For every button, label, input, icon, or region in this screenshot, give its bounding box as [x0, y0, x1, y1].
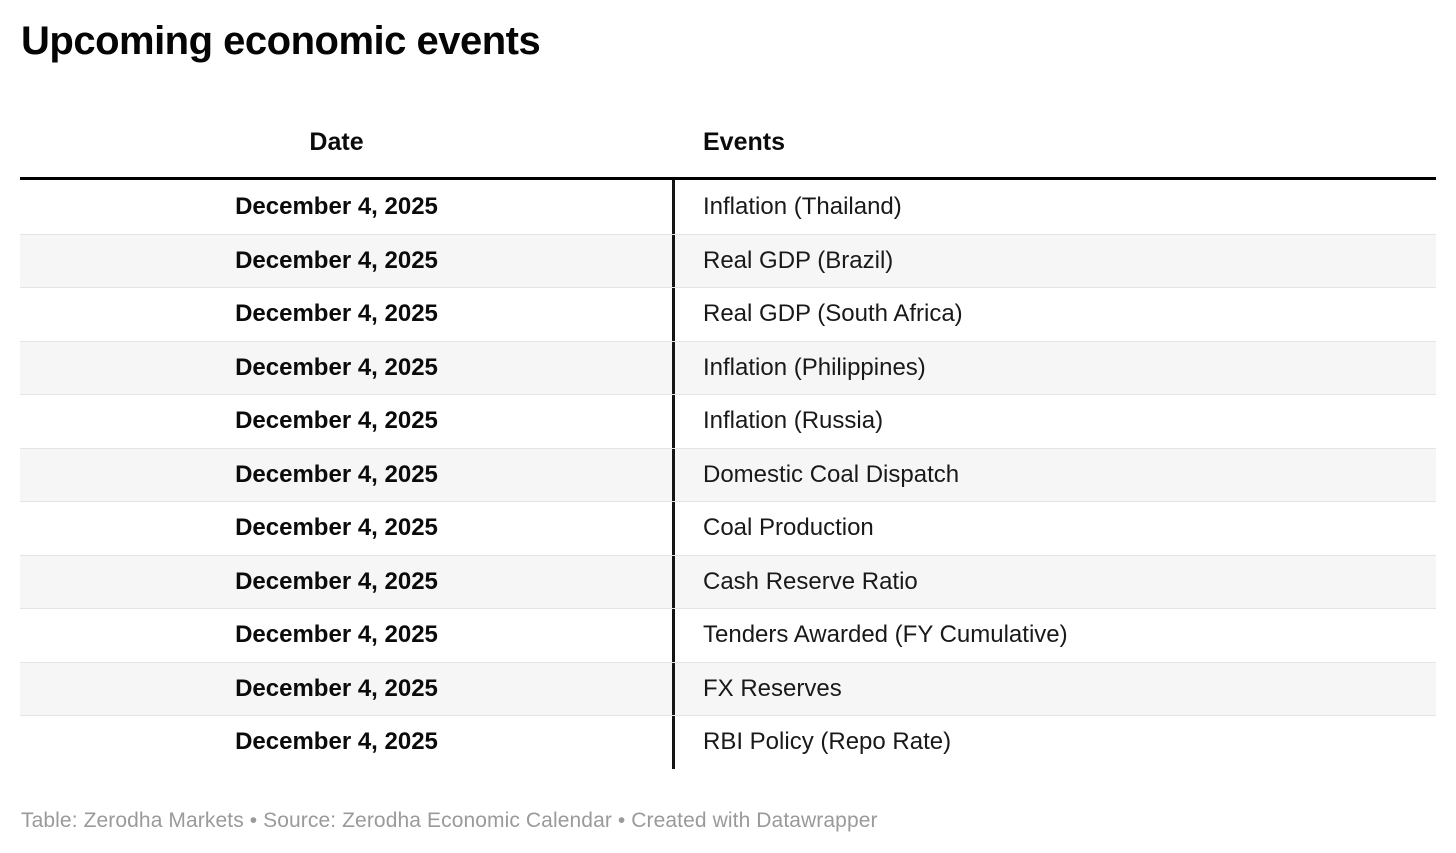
event-cell: FX Reserves [672, 662, 1436, 715]
page-title: Upcoming economic events [21, 19, 541, 63]
date-cell: December 4, 2025 [235, 674, 438, 702]
date-cell: December 4, 2025 [235, 621, 438, 649]
date-cell: December 4, 2025 [235, 192, 438, 220]
table-row: December 4, 2025 Inflation (Russia) [20, 394, 1436, 448]
date-cell: December 4, 2025 [235, 460, 438, 488]
event-cell: Tenders Awarded (FY Cumulative) [672, 609, 1436, 662]
table-row: December 4, 2025 Domestic Coal Dispatch [20, 447, 1436, 501]
table-header-row: Date Events [20, 128, 1436, 180]
column-header-date: Date [309, 128, 364, 156]
date-cell: December 4, 2025 [235, 353, 438, 381]
table-row: December 4, 2025 Cash Reserve Ratio [20, 554, 1436, 608]
date-cell: December 4, 2025 [235, 567, 438, 595]
date-cell: December 4, 2025 [235, 407, 438, 435]
event-cell: Cash Reserve Ratio [672, 555, 1436, 608]
table-row: December 4, 2025 Real GDP (Brazil) [20, 233, 1436, 287]
table-row: December 4, 2025 Inflation (Philippines) [20, 340, 1436, 394]
table-footer-attribution: Table: Zerodha Markets • Source: Zerodha… [21, 808, 878, 832]
event-cell: Coal Production [672, 502, 1436, 555]
date-cell: December 4, 2025 [235, 514, 438, 542]
date-cell: December 4, 2025 [235, 246, 438, 274]
event-cell: Inflation (Philippines) [672, 341, 1436, 394]
event-cell: Real GDP (South Africa) [672, 288, 1436, 341]
table-row: December 4, 2025 Tenders Awarded (FY Cum… [20, 608, 1436, 662]
date-cell: December 4, 2025 [235, 728, 438, 756]
date-cell: December 4, 2025 [235, 300, 438, 328]
table-row: December 4, 2025 Coal Production [20, 501, 1436, 555]
events-table: Date Events December 4, 2025 Inflation (… [20, 128, 1436, 769]
event-cell: RBI Policy (Repo Rate) [672, 716, 1436, 769]
event-cell: Inflation (Thailand) [672, 180, 1436, 234]
event-cell: Domestic Coal Dispatch [672, 448, 1436, 501]
event-cell: Inflation (Russia) [672, 395, 1436, 448]
table-row: December 4, 2025 Inflation (Thailand) [20, 180, 1436, 234]
column-header-events: Events [703, 128, 785, 156]
table-row: December 4, 2025 Real GDP (South Africa) [20, 287, 1436, 341]
event-cell: Real GDP (Brazil) [672, 234, 1436, 287]
table-row: December 4, 2025 FX Reserves [20, 661, 1436, 715]
table-body: December 4, 2025 Inflation (Thailand) De… [20, 180, 1436, 769]
table-row: December 4, 2025 RBI Policy (Repo Rate) [20, 715, 1436, 769]
